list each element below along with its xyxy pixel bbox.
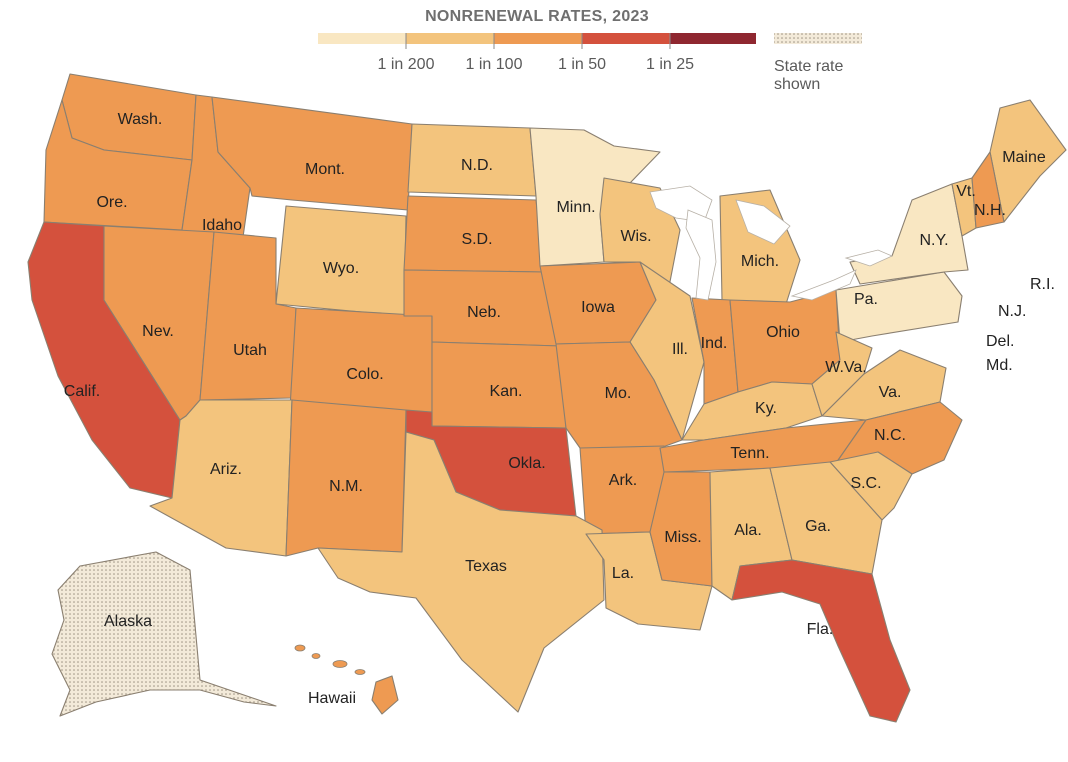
state-label-hawaii: Hawaii [308, 690, 356, 707]
state-label-del: Del. [986, 333, 1014, 350]
state-ga [769, 461, 883, 575]
state-label-va: Va. [879, 384, 902, 401]
state-rate-swatch [774, 33, 862, 44]
state-label-n-c: N.C. [874, 427, 906, 444]
state-label-md: Md. [986, 357, 1013, 374]
legend-tick-3: 1 in 50 [558, 56, 606, 73]
hawaii-island [332, 660, 348, 668]
state-label-mont: Mont. [305, 161, 345, 178]
state-label-ariz: Ariz. [210, 461, 242, 478]
great-lakes [649, 185, 893, 301]
state-n-h [971, 151, 1005, 229]
state-label-ohio: Ohio [766, 324, 800, 341]
state-label-s-d: S.D. [461, 231, 492, 248]
state-label-wyo: Wyo. [323, 260, 359, 277]
state-label-kan: Kan. [490, 383, 523, 400]
state-label-minn: Minn. [556, 199, 595, 216]
state-label-neb: Neb. [467, 304, 501, 321]
state-n-y [849, 183, 969, 285]
state-fla [731, 559, 911, 723]
states-layer [27, 73, 1067, 723]
state-label-maine: Maine [1002, 149, 1046, 166]
state-label-nev: Nev. [142, 323, 174, 340]
state-label-vt: Vt. [956, 183, 976, 200]
state-label-colo: Colo. [346, 366, 383, 383]
state-label-s-c: S.C. [850, 475, 881, 492]
state-hawaii [371, 675, 399, 715]
state-label-alaska: Alaska [104, 613, 152, 630]
legend-bin-1 [318, 33, 406, 44]
map-title: NONRENEWAL RATES, 2023 [425, 8, 649, 25]
state-label-ore: Ore. [96, 194, 127, 211]
labels-layer: Wash. Ore. Idaho Mont. Wyo. N.D. S.D. Minn. Wis.… [64, 111, 1055, 707]
state-label-fla: Fla. [807, 621, 834, 638]
state-label-texas: Texas [465, 558, 507, 575]
state-label-n-d: N.D. [461, 157, 493, 174]
state-label-n-j: N.J. [998, 303, 1026, 320]
state-label-tenn: Tenn. [730, 445, 769, 462]
state-label-wash: Wash. [118, 111, 163, 128]
state-texas [317, 431, 605, 713]
state-label-n-m: N.M. [329, 478, 363, 495]
state-alaska [51, 551, 277, 717]
legend-bin-5 [670, 33, 756, 44]
legend-tick-4: 1 in 25 [646, 56, 694, 73]
state-label-utah: Utah [233, 342, 267, 359]
legend: 1 in 200 1 in 100 1 in 50 1 in 25 State … [318, 33, 862, 93]
state-label-w-va: W.Va. [825, 359, 867, 376]
state-label-mich: Mich. [741, 253, 779, 270]
state-mo [555, 341, 683, 449]
legend-tick-2: 1 in 100 [466, 56, 523, 73]
hawaii-island [311, 653, 321, 659]
state-rate-note-line2: shown [774, 76, 820, 93]
state-label-ill: Ill. [672, 341, 688, 358]
state-label-ark: Ark. [609, 472, 637, 489]
legend-tick-1: 1 in 200 [378, 56, 435, 73]
state-label-r-i: R.I. [1030, 276, 1055, 293]
state-label-n-y: N.Y. [919, 232, 948, 249]
legend-bin-2 [406, 33, 494, 44]
legend-bin-3 [494, 33, 582, 44]
state-label-wis: Wis. [620, 228, 651, 245]
state-miss [649, 471, 713, 587]
state-label-ky: Ky. [755, 400, 777, 417]
state-label-calif: Calif. [64, 383, 100, 400]
legend-bin-4 [582, 33, 670, 44]
state-label-idaho: Idaho [202, 217, 242, 234]
state-rate-note-line1: State rate [774, 58, 843, 75]
state-label-okla: Okla. [508, 455, 545, 472]
state-label-la: La. [612, 565, 634, 582]
state-label-ala: Ala. [734, 522, 762, 539]
state-label-mo: Mo. [605, 385, 632, 402]
state-label-n-h: N.H. [974, 202, 1006, 219]
state-label-miss: Miss. [664, 529, 701, 546]
state-label-pa: Pa. [854, 291, 878, 308]
hawaii-island [294, 644, 306, 652]
hawaii-island [354, 669, 366, 675]
state-label-iowa: Iowa [581, 299, 615, 316]
state-label-ind: Ind. [701, 335, 728, 352]
state-label-ga: Ga. [805, 518, 831, 535]
